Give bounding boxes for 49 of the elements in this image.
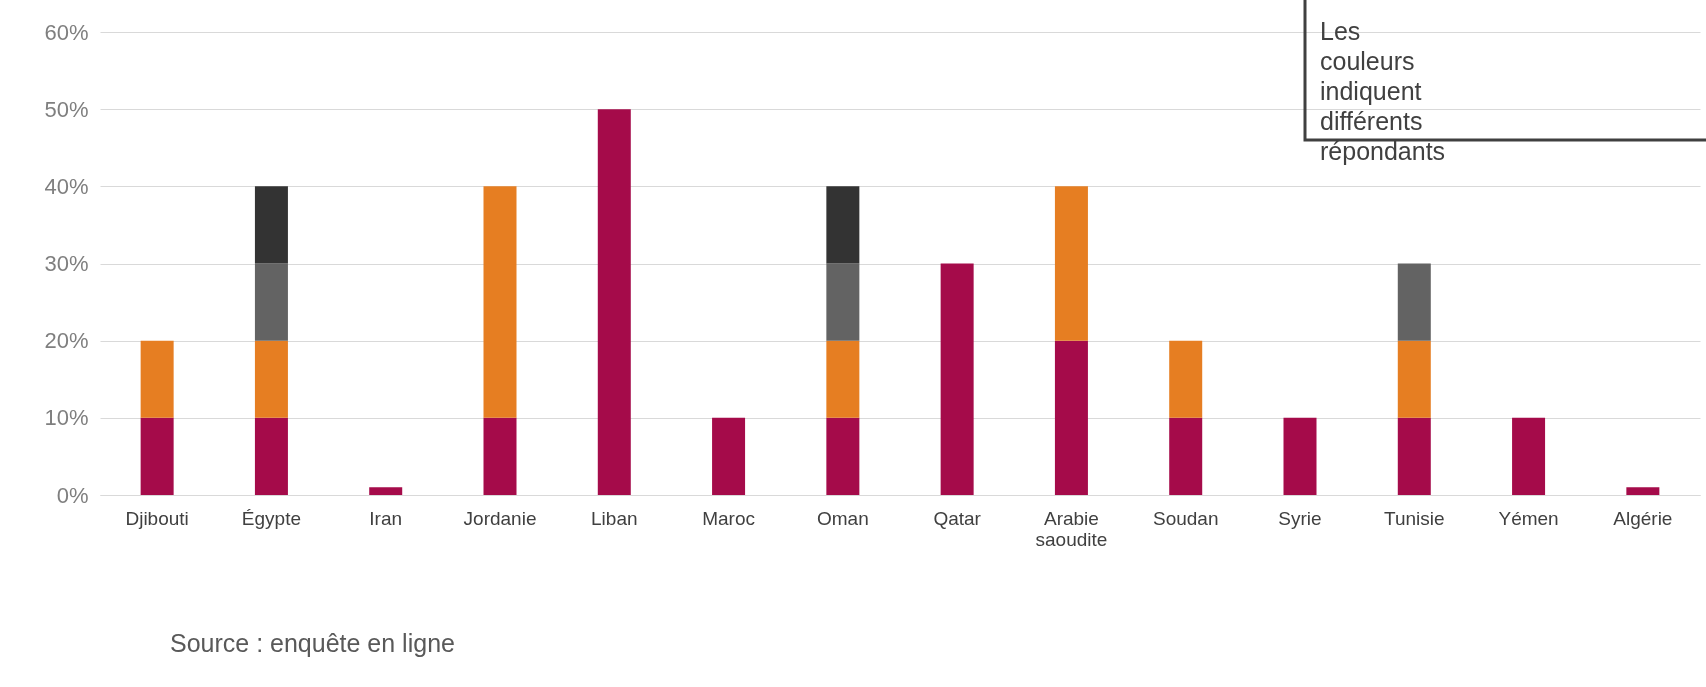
annotation: Les couleurs indiquent différents répondants bbox=[1320, 17, 1446, 165]
bar bbox=[826, 186, 860, 264]
x-tick-label: Jordanie bbox=[463, 507, 537, 529]
bar bbox=[1512, 417, 1546, 495]
bar bbox=[940, 263, 974, 495]
bar bbox=[369, 487, 403, 495]
bar bbox=[140, 417, 174, 495]
x-tick-label: Iran bbox=[369, 507, 403, 529]
bar bbox=[254, 340, 288, 418]
x-tick-label: Yémen bbox=[1498, 507, 1559, 529]
bar bbox=[254, 186, 288, 264]
y-tick-label: 30% bbox=[44, 251, 89, 276]
bar bbox=[483, 417, 517, 495]
bar bbox=[1054, 340, 1088, 495]
bar bbox=[1397, 340, 1431, 418]
x-tick-label: Arabie saoudite bbox=[1035, 507, 1108, 550]
bar bbox=[826, 417, 860, 495]
bar bbox=[826, 263, 860, 341]
x-tick-label: Oman bbox=[816, 507, 869, 529]
bar bbox=[1283, 417, 1317, 495]
source-note: Source : enquête en ligne bbox=[170, 629, 455, 657]
bar bbox=[1169, 340, 1203, 418]
y-tick-label: 0% bbox=[56, 482, 89, 508]
x-tick-label: Djibouti bbox=[125, 507, 189, 529]
x-tick-label: Maroc bbox=[702, 507, 755, 529]
bar bbox=[1169, 417, 1203, 495]
bar bbox=[254, 417, 288, 495]
bar bbox=[597, 109, 631, 495]
bar bbox=[483, 186, 517, 418]
y-tick-label: 10% bbox=[44, 405, 89, 431]
bar bbox=[140, 340, 174, 418]
bar bbox=[1626, 487, 1660, 495]
bar bbox=[254, 263, 288, 341]
bar bbox=[1054, 186, 1088, 341]
x-tick-label: Soudan bbox=[1152, 507, 1219, 529]
x-tick-label: Tunisie bbox=[1384, 507, 1445, 529]
x-tick-label: Syrie bbox=[1278, 507, 1322, 529]
bar bbox=[826, 340, 860, 418]
bar bbox=[1397, 263, 1431, 341]
bar bbox=[1397, 417, 1431, 495]
x-tick-label: Algérie bbox=[1613, 507, 1673, 529]
x-tick-label: Qatar bbox=[933, 507, 982, 529]
y-tick-label: 40% bbox=[44, 173, 89, 199]
y-tick-label: 20% bbox=[44, 328, 89, 354]
y-tick-label: 50% bbox=[44, 96, 89, 122]
x-tick-label: Égypte bbox=[241, 507, 302, 529]
bar bbox=[712, 417, 746, 495]
y-tick-label: 60% bbox=[44, 19, 89, 45]
x-tick-label: Liban bbox=[591, 507, 638, 529]
